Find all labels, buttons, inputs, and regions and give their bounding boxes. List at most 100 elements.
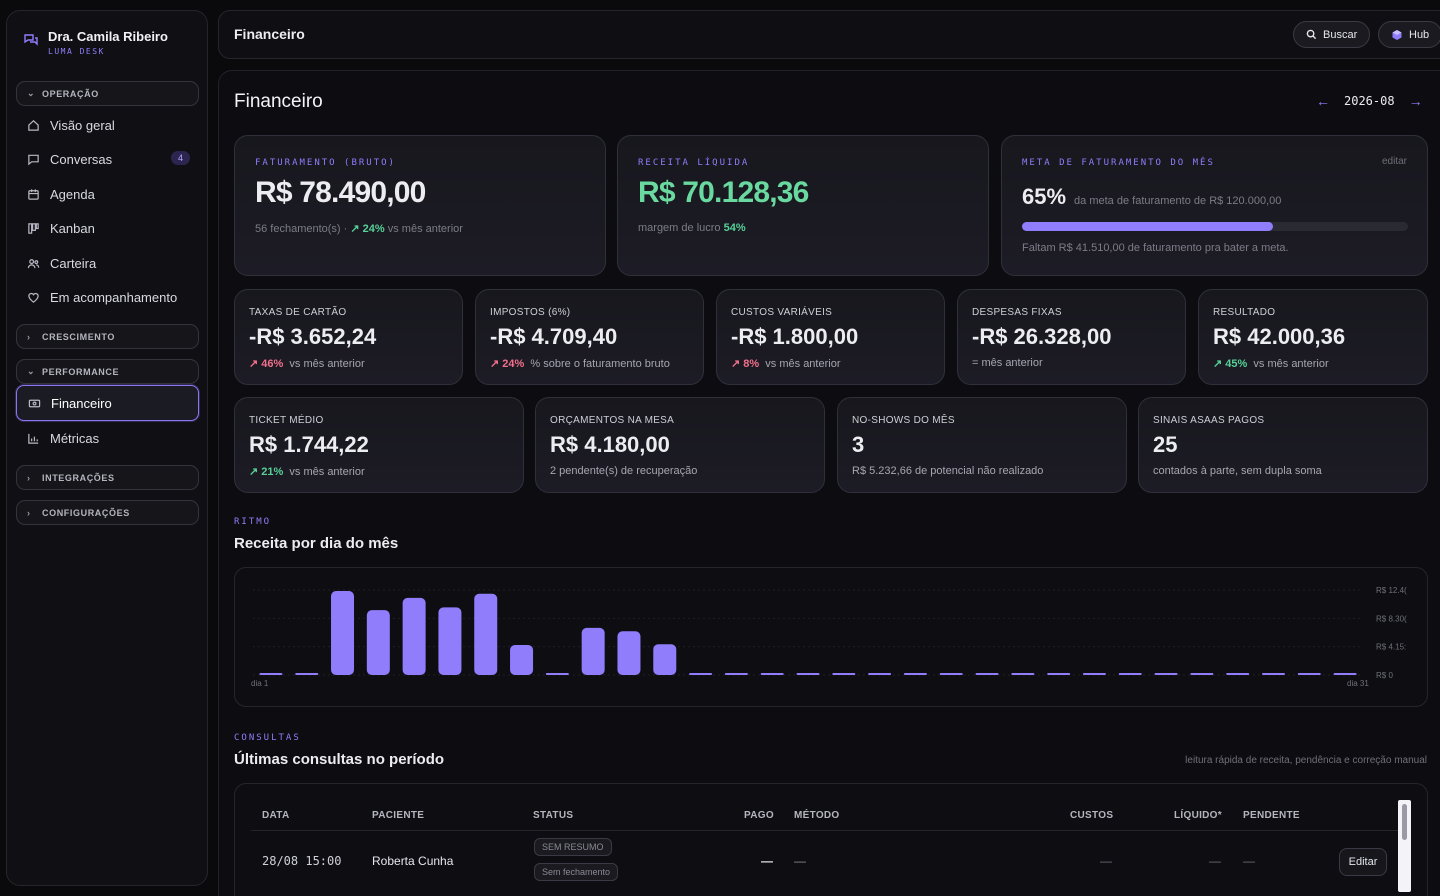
stat-card: SINAIS ASAAS PAGOS 25 contados à parte, … [1138, 397, 1428, 493]
bar-day-13[interactable] [689, 673, 713, 675]
bar-day-20[interactable] [939, 673, 963, 675]
stat-card: TICKET MÉDIO R$ 1.744,22 ↗ 21% vs mês an… [234, 397, 524, 493]
col-status[interactable]: STATUS [533, 810, 574, 821]
bar-day-14[interactable] [724, 673, 748, 675]
prev-month-button[interactable]: ← [1316, 93, 1330, 109]
group-integracoes[interactable]: › INTEGRAÇÕES [16, 465, 199, 490]
sidebar-item-agenda[interactable]: Agenda [16, 178, 199, 210]
kpi-sub-prefix: margem de lucro [638, 222, 724, 234]
bar-day-15[interactable] [760, 673, 784, 675]
sidebar-item-conversas[interactable]: Conversas 4 [16, 143, 199, 175]
trend-up: ↗ 45% [1213, 358, 1248, 370]
group-label: CONFIGURAÇÕES [42, 507, 130, 518]
x-tick-label-first: dia 1 [251, 679, 269, 688]
bar-day-31[interactable] [1333, 673, 1357, 675]
col-data[interactable]: DATA [262, 810, 290, 821]
bar-day-5[interactable] [402, 597, 426, 675]
bar-day-9[interactable] [545, 673, 569, 675]
group-operacao[interactable]: ⌄ OPERAÇÃO [16, 81, 199, 106]
stat-value: 25 [1153, 432, 1178, 457]
cell-liquido: — [1209, 854, 1221, 868]
stat-value: -R$ 26.328,00 [972, 324, 1112, 349]
scrollbar-track[interactable] [1398, 800, 1411, 892]
kpi-receita-liquida: RECEITA LÍQUIDA R$ 70.128,36 margem de l… [617, 135, 989, 276]
bar-day-23[interactable] [1047, 673, 1071, 675]
bar-day-2[interactable] [295, 673, 319, 675]
col-pago[interactable]: PAGO [744, 810, 774, 821]
bar-day-24[interactable] [1082, 673, 1106, 675]
top-bar: Financeiro Buscar Hub [218, 10, 1440, 59]
col-pendente[interactable]: PENDENTE [1243, 810, 1300, 821]
kpi-label: FATURAMENTO (BRUTO) [255, 158, 396, 168]
bar-day-12[interactable] [653, 644, 677, 675]
bar-day-7[interactable] [474, 593, 498, 675]
stat-sub: = mês anterior [972, 357, 1043, 369]
bar-day-28[interactable] [1226, 673, 1250, 675]
stat-label: RESULTADO [1213, 307, 1276, 318]
bar-day-30[interactable] [1297, 673, 1321, 675]
month-navigator: ← 2026-08 → [1316, 93, 1423, 109]
bar-day-21[interactable] [975, 673, 999, 675]
bar-day-29[interactable] [1261, 673, 1285, 675]
trend-up: ↗ 24% [350, 223, 385, 235]
group-label: OPERAÇÃO [42, 88, 99, 99]
bar-day-6[interactable] [438, 607, 462, 675]
stat-value: -R$ 3.652,24 [249, 324, 377, 349]
col-liquido[interactable]: LÍQUIDO* [1174, 810, 1222, 821]
bar-day-26[interactable] [1154, 673, 1178, 675]
group-configuracoes[interactable]: › CONFIGURAÇÕES [16, 500, 199, 525]
edit-goal-link[interactable]: editar [1381, 156, 1407, 167]
bar-day-19[interactable] [903, 673, 927, 675]
section-title: Receita por dia do mês [234, 535, 399, 552]
stat-label: ORÇAMENTOS NA MESA [550, 415, 675, 426]
bar-day-1[interactable] [259, 673, 283, 675]
page-title: Financeiro [234, 91, 323, 112]
next-month-button[interactable]: → [1408, 93, 1423, 109]
bar-day-17[interactable] [832, 673, 856, 675]
kpi-sub: 56 fechamento(s) · ↗ 24% vs mês anterior [255, 222, 463, 235]
sidebar-item-metricas[interactable]: Métricas [16, 422, 199, 454]
scrollbar-thumb[interactable] [1402, 804, 1407, 840]
sidebar-item-acompanhamento[interactable]: Em acompanhamento [16, 281, 199, 313]
bar-day-4[interactable] [366, 610, 390, 675]
sidebar-item-visao-geral[interactable]: Visão geral [16, 109, 199, 141]
bar-day-8[interactable] [510, 644, 534, 675]
bar-day-3[interactable] [331, 591, 355, 675]
cell-pago: — [761, 854, 773, 868]
group-crescimento[interactable]: › CRESCIMENTO [16, 324, 199, 349]
bar-day-16[interactable] [796, 673, 820, 675]
consultas-table: DATA PACIENTE STATUS PAGO MÉTODO CUSTOS … [234, 783, 1428, 896]
bar-day-10[interactable] [581, 627, 605, 675]
hub-button[interactable]: Hub [1378, 21, 1440, 48]
brand[interactable]: Dra. Camila Ribeiro LUMA DESK [23, 29, 168, 56]
sidebar-item-financeiro[interactable]: Financeiro [16, 385, 199, 421]
edit-button[interactable]: Editar [1339, 848, 1387, 876]
sidebar-item-kanban[interactable]: Kanban [16, 212, 199, 244]
col-metodo[interactable]: MÉTODO [794, 810, 840, 821]
message-icon [28, 154, 39, 165]
bar-day-11[interactable] [617, 631, 641, 675]
bar-day-25[interactable] [1118, 673, 1142, 675]
kpi-sub-prefix: 56 fechamento(s) · [255, 223, 351, 235]
stat-card: IMPOSTOS (6%) -R$ 4.709,40 ↗ 24% % sobre… [475, 289, 704, 385]
trend-up: ↗ 21% [249, 466, 284, 478]
stat-label: IMPOSTOS (6%) [490, 307, 571, 318]
stat-label: TAXAS DE CARTÃO [249, 307, 347, 318]
sidebar-item-label: Métricas [50, 430, 100, 446]
col-paciente[interactable]: PACIENTE [372, 810, 425, 821]
group-performance[interactable]: ⌄ PERFORMANCE [16, 359, 199, 384]
kpi-value: R$ 70.128,36 [638, 176, 809, 209]
banknote-icon [28, 399, 41, 407]
search-button[interactable]: Buscar [1293, 21, 1371, 48]
revenue-chart: R$ 12.4(R$ 8.30(R$ 4.15: R$ 0 dia 1 dia 31 [234, 567, 1428, 707]
section-subtitle: leitura rápida de receita, pendência e c… [1185, 755, 1427, 766]
bar-day-27[interactable] [1190, 673, 1214, 675]
stat-sub-text: = mês anterior [972, 357, 1043, 369]
y-tick-label: R$ 8.30( [1376, 614, 1407, 623]
bar-day-22[interactable] [1011, 673, 1035, 675]
col-custos[interactable]: CUSTOS [1070, 810, 1114, 821]
main-panel: Financeiro ← 2026-08 → FATURAMENTO (BRUT… [218, 70, 1440, 896]
sidebar-item-carteira[interactable]: Carteira [16, 247, 199, 279]
bar-day-18[interactable] [868, 673, 892, 675]
section-kicker: CONSULTAS [234, 733, 301, 743]
